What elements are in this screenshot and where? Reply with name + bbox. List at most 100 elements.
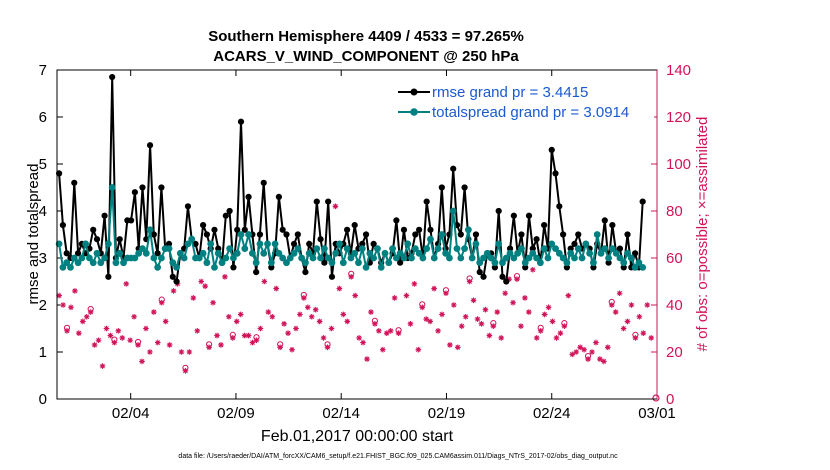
series-point (533, 236, 540, 243)
series-point (275, 193, 282, 200)
obs-end-point (652, 394, 660, 402)
y-left-tick-label: 1 (39, 344, 47, 361)
obs-assimilated-point (301, 295, 307, 301)
series-point (446, 254, 453, 262)
series-point (184, 240, 192, 248)
series-point (139, 245, 146, 253)
obs-assimilated-point (577, 344, 583, 351)
series-point (154, 264, 162, 271)
series-point (411, 245, 419, 253)
series-point (283, 259, 290, 267)
obs-assimilated-point (253, 337, 260, 344)
obs-assimilated-point (64, 328, 70, 334)
series-point (306, 240, 313, 247)
obs-assimilated-point (644, 302, 651, 308)
obs-assimilated-point (265, 309, 272, 315)
series-point (472, 240, 480, 248)
obs-assimilated-point (139, 358, 145, 365)
series-point (548, 240, 556, 248)
series-point (525, 254, 533, 262)
series-point (578, 254, 586, 262)
series-point (169, 273, 176, 280)
y-right-tick-label: 120 (666, 109, 691, 126)
series-point (503, 278, 510, 285)
series-point (230, 264, 237, 271)
series-point (63, 250, 70, 257)
series-point (309, 254, 317, 262)
obs-assimilated-point (162, 318, 169, 325)
obs-assimilated-point (233, 318, 240, 325)
series-point (593, 231, 601, 238)
obs-assimilated-point (466, 278, 473, 285)
obs-assimilated-point (632, 335, 639, 341)
obs-assimilated-point (403, 292, 410, 299)
series-point (540, 245, 548, 253)
series-point (430, 254, 438, 262)
obs-assimilated-point (170, 288, 177, 294)
series-point (325, 198, 332, 205)
series-point (457, 254, 465, 262)
y-right-tick-label: 40 (666, 297, 683, 314)
series-point (502, 254, 510, 262)
series-point (260, 249, 268, 257)
series-point (419, 254, 427, 262)
series-point (506, 249, 514, 257)
obs-assimilated-point (147, 349, 153, 355)
series-point (427, 226, 434, 233)
series-point (529, 245, 536, 252)
series-point (116, 249, 124, 257)
series-point (453, 245, 461, 253)
series-point (200, 222, 207, 229)
obs-assimilated-point (383, 330, 390, 336)
series-point (158, 184, 165, 191)
series-point (245, 193, 252, 200)
series-point (571, 254, 578, 262)
series-point (495, 207, 502, 215)
series-point (253, 269, 260, 276)
obs-assimilated-point (427, 318, 433, 325)
obs-assimilated-point (522, 295, 528, 301)
y-right-tick-label: 80 (666, 203, 683, 220)
series-point (93, 249, 101, 257)
series-point (252, 259, 260, 267)
obs-assimilated-point (198, 278, 205, 285)
series-point (226, 245, 234, 253)
series-point (449, 207, 457, 215)
series-point (294, 245, 302, 253)
obs-assimilated-point (68, 304, 74, 311)
series-point (415, 249, 423, 257)
series-point (321, 259, 328, 266)
y-left-tick-label: 3 (39, 250, 47, 267)
series-point (563, 259, 571, 267)
series-point (211, 264, 218, 271)
series-point (90, 226, 97, 233)
series-point (556, 203, 563, 210)
y-right-tick-label: 140 (666, 62, 691, 79)
series-point (423, 245, 431, 253)
series-point (404, 240, 412, 248)
series-point (450, 165, 457, 172)
obs-assimilated-point (206, 344, 212, 351)
obs-assimilated-point (628, 302, 635, 308)
series-point (180, 254, 188, 262)
series-point (128, 217, 135, 224)
series-point (389, 245, 396, 253)
obs-assimilated-point (103, 325, 110, 332)
series-point (286, 254, 294, 262)
obs-assimilated-point (352, 292, 358, 299)
series-point (237, 231, 245, 238)
obs-assimilated-point (581, 346, 587, 353)
series-point (279, 254, 287, 262)
obs-assimilated-point (289, 346, 295, 353)
y-left-tick-label: 4 (39, 203, 47, 220)
series-point (442, 249, 450, 257)
series-point (173, 278, 180, 285)
series-point (105, 273, 112, 280)
obs-assimilated-point (328, 325, 335, 332)
obs-assimilated-point (573, 349, 580, 355)
obs-assimilated-point (640, 330, 647, 336)
series-point (97, 259, 105, 267)
y-axis-label-left: rmse and totalspread (25, 164, 42, 305)
series-point (522, 264, 529, 271)
series-point (150, 254, 158, 262)
